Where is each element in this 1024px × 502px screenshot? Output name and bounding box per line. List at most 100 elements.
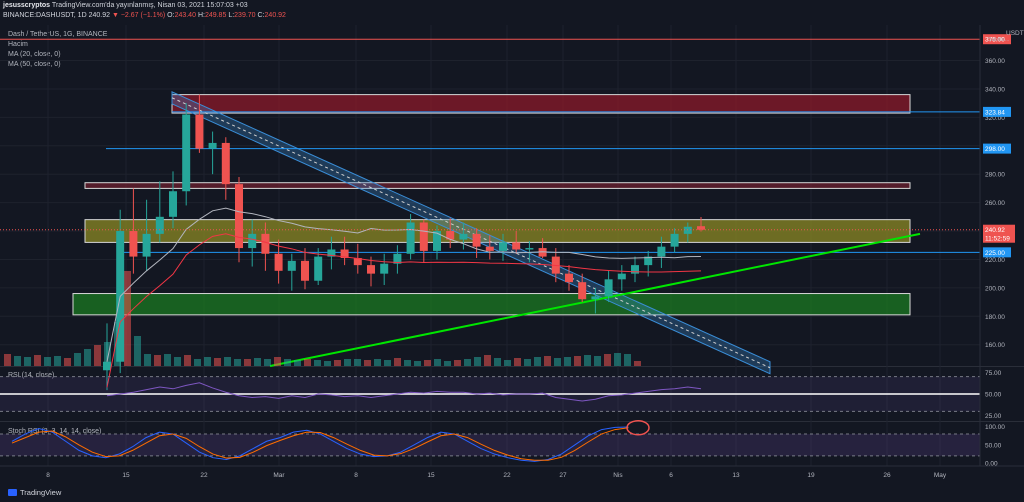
publish-info: jesusscryptos TradingView.com'da yayınla… xyxy=(3,2,248,9)
volume-bar xyxy=(64,358,71,366)
candle-body xyxy=(644,256,653,266)
time-tick: May xyxy=(934,472,947,479)
candle-body xyxy=(485,246,494,251)
level-label-bg xyxy=(983,34,1011,45)
volume-bar xyxy=(24,357,31,366)
time-tick: 15 xyxy=(122,472,130,479)
tradingview-logo[interactable]: TradingView xyxy=(8,488,61,497)
candle-body xyxy=(631,265,639,274)
scale-note: Sabitle... xyxy=(988,37,1010,43)
stoch-k-line xyxy=(11,426,629,462)
time-tick: 27 xyxy=(559,472,567,479)
candle-body xyxy=(446,231,455,240)
price-tick: 180.00 xyxy=(985,314,1005,321)
candle-body xyxy=(670,233,679,247)
volume-bar xyxy=(604,354,611,366)
open-value: 243.40 xyxy=(174,12,196,19)
price-change: ▼ −2.67 (−1.1%) xyxy=(111,12,166,19)
volume-bar xyxy=(4,354,11,366)
candle-body xyxy=(142,233,151,257)
high-value: 249.85 xyxy=(204,12,227,19)
close-value: 240.92 xyxy=(264,12,286,19)
volume-bar xyxy=(214,358,221,366)
volume-bar xyxy=(234,359,241,366)
volume-bar xyxy=(224,357,231,366)
volume-bar xyxy=(264,359,271,366)
ma50-line xyxy=(106,233,702,388)
volume-bar xyxy=(184,355,191,366)
volume-bar xyxy=(94,345,101,366)
rsi-tick: 75.00 xyxy=(985,370,1002,377)
candle-body xyxy=(380,263,389,274)
candle-body xyxy=(340,249,349,259)
price-tick: 200.00 xyxy=(985,285,1005,292)
stoch-rsi-title[interactable]: Stoch RSI (3, 3, 14, 14, close) xyxy=(8,428,102,435)
candle-body xyxy=(525,248,534,250)
stoch-tick: 100.00 xyxy=(985,424,1005,431)
rsi-title[interactable]: RSI (14, close) xyxy=(8,372,55,379)
stoch-tick: 0.00 xyxy=(985,461,998,468)
candle-body xyxy=(604,279,613,297)
price-tick: 220.00 xyxy=(985,257,1005,264)
indicator-volume[interactable]: Hacim xyxy=(8,41,28,48)
time-tick: 22 xyxy=(503,472,511,479)
level-label: 375.00 xyxy=(985,37,1005,44)
volume-bar xyxy=(374,359,381,366)
countdown-label: 11:52:59 xyxy=(985,236,1010,243)
price-tick: 160.00 xyxy=(985,342,1005,349)
volume-bar xyxy=(394,358,401,366)
zone-resistance-mid xyxy=(84,182,911,189)
pane-separator[interactable] xyxy=(0,421,1024,422)
volume-bar xyxy=(454,360,461,366)
candle-body xyxy=(697,226,705,230)
volume-bar xyxy=(164,354,171,366)
chart-title[interactable]: Dash / TetherUS, 1G, BINANCE xyxy=(8,31,108,38)
price-tick: 340.00 xyxy=(985,86,1005,93)
volume-bar xyxy=(334,360,341,366)
indicator-ma50[interactable]: MA (50, close, 0) xyxy=(8,61,61,68)
candle-body xyxy=(248,233,257,249)
volume-bar xyxy=(494,358,501,366)
volume-bar xyxy=(524,359,531,366)
chart-header: jesusscryptos TradingView.com'da yayınla… xyxy=(0,0,1024,25)
level-label: 225.00 xyxy=(985,250,1005,257)
candle-body xyxy=(565,273,573,283)
symbol-ohlc: BINANCE:DASHUSDT, 1D 240.92 ▼ −2.67 (−1.… xyxy=(3,12,286,19)
volume-bar xyxy=(304,359,311,366)
volume-bar xyxy=(554,358,561,366)
pane-separator[interactable] xyxy=(0,366,1024,367)
time-tick: 26 xyxy=(883,472,891,479)
last-price-label: 240.92 xyxy=(985,227,1005,234)
candle-body xyxy=(129,231,138,257)
volume-bar xyxy=(424,360,431,366)
candle-body xyxy=(433,231,441,251)
candle-body xyxy=(419,222,428,251)
volume-bar xyxy=(534,357,541,366)
level-label: 323.84 xyxy=(985,109,1005,116)
stoch-band xyxy=(0,433,980,456)
rsi-tick: 50.00 xyxy=(985,392,1002,399)
volume-bar xyxy=(204,357,211,366)
descending-channel xyxy=(171,91,771,375)
time-tick: Nis xyxy=(613,472,623,479)
rsi-tick: 25.00 xyxy=(985,413,1002,420)
candle-body xyxy=(512,242,521,250)
price-tick: 260.00 xyxy=(985,200,1005,207)
candle-body xyxy=(208,142,217,149)
candle-body xyxy=(353,258,362,266)
volume-bar xyxy=(44,357,51,366)
volume-bar xyxy=(314,360,321,366)
volume-bar xyxy=(384,360,391,366)
volume-bar xyxy=(484,355,491,366)
volume-bar xyxy=(154,355,161,366)
volume-bar xyxy=(634,361,641,366)
overbought-circle xyxy=(626,419,650,436)
candle-body xyxy=(155,216,164,234)
volume-bar xyxy=(84,349,91,366)
volume-bar xyxy=(574,356,581,366)
time-tick: 15 xyxy=(427,472,435,479)
zone-support-zone xyxy=(72,293,911,316)
time-tick: 8 xyxy=(46,472,50,479)
indicator-ma20[interactable]: MA (20, close, 0) xyxy=(8,51,61,58)
